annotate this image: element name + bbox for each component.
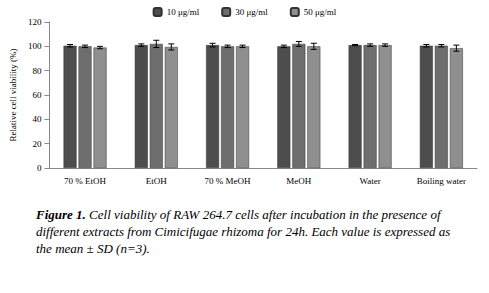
svg-text:40: 40	[32, 114, 42, 124]
svg-text:30 μg/ml: 30 μg/ml	[235, 7, 268, 17]
svg-text:MeOH: MeOH	[286, 176, 311, 186]
svg-text:Boiling water: Boiling water	[417, 176, 466, 186]
svg-text:EtOH: EtOH	[146, 176, 167, 186]
svg-text:0: 0	[37, 163, 42, 173]
svg-text:20: 20	[32, 139, 42, 149]
svg-text:70 % MeOH: 70 % MeOH	[205, 176, 251, 186]
svg-text:100: 100	[28, 41, 42, 51]
svg-text:60: 60	[32, 90, 42, 100]
svg-text:80: 80	[32, 66, 42, 76]
svg-text:70 % EtOH: 70 % EtOH	[64, 176, 106, 186]
svg-text:50 μg/ml: 50 μg/ml	[304, 7, 337, 17]
html-text:Figure 1. Cell viability of RA: Figure 1. Cell viability of RAW 264.7 ce…	[36, 207, 451, 256]
svg-text:120: 120	[28, 17, 42, 27]
svg-text:Water: Water	[359, 176, 380, 186]
svg-text:10 μg/ml: 10 μg/ml	[167, 7, 200, 17]
svg-text:Relative cell viability (%): Relative cell viability (%)	[8, 48, 18, 141]
